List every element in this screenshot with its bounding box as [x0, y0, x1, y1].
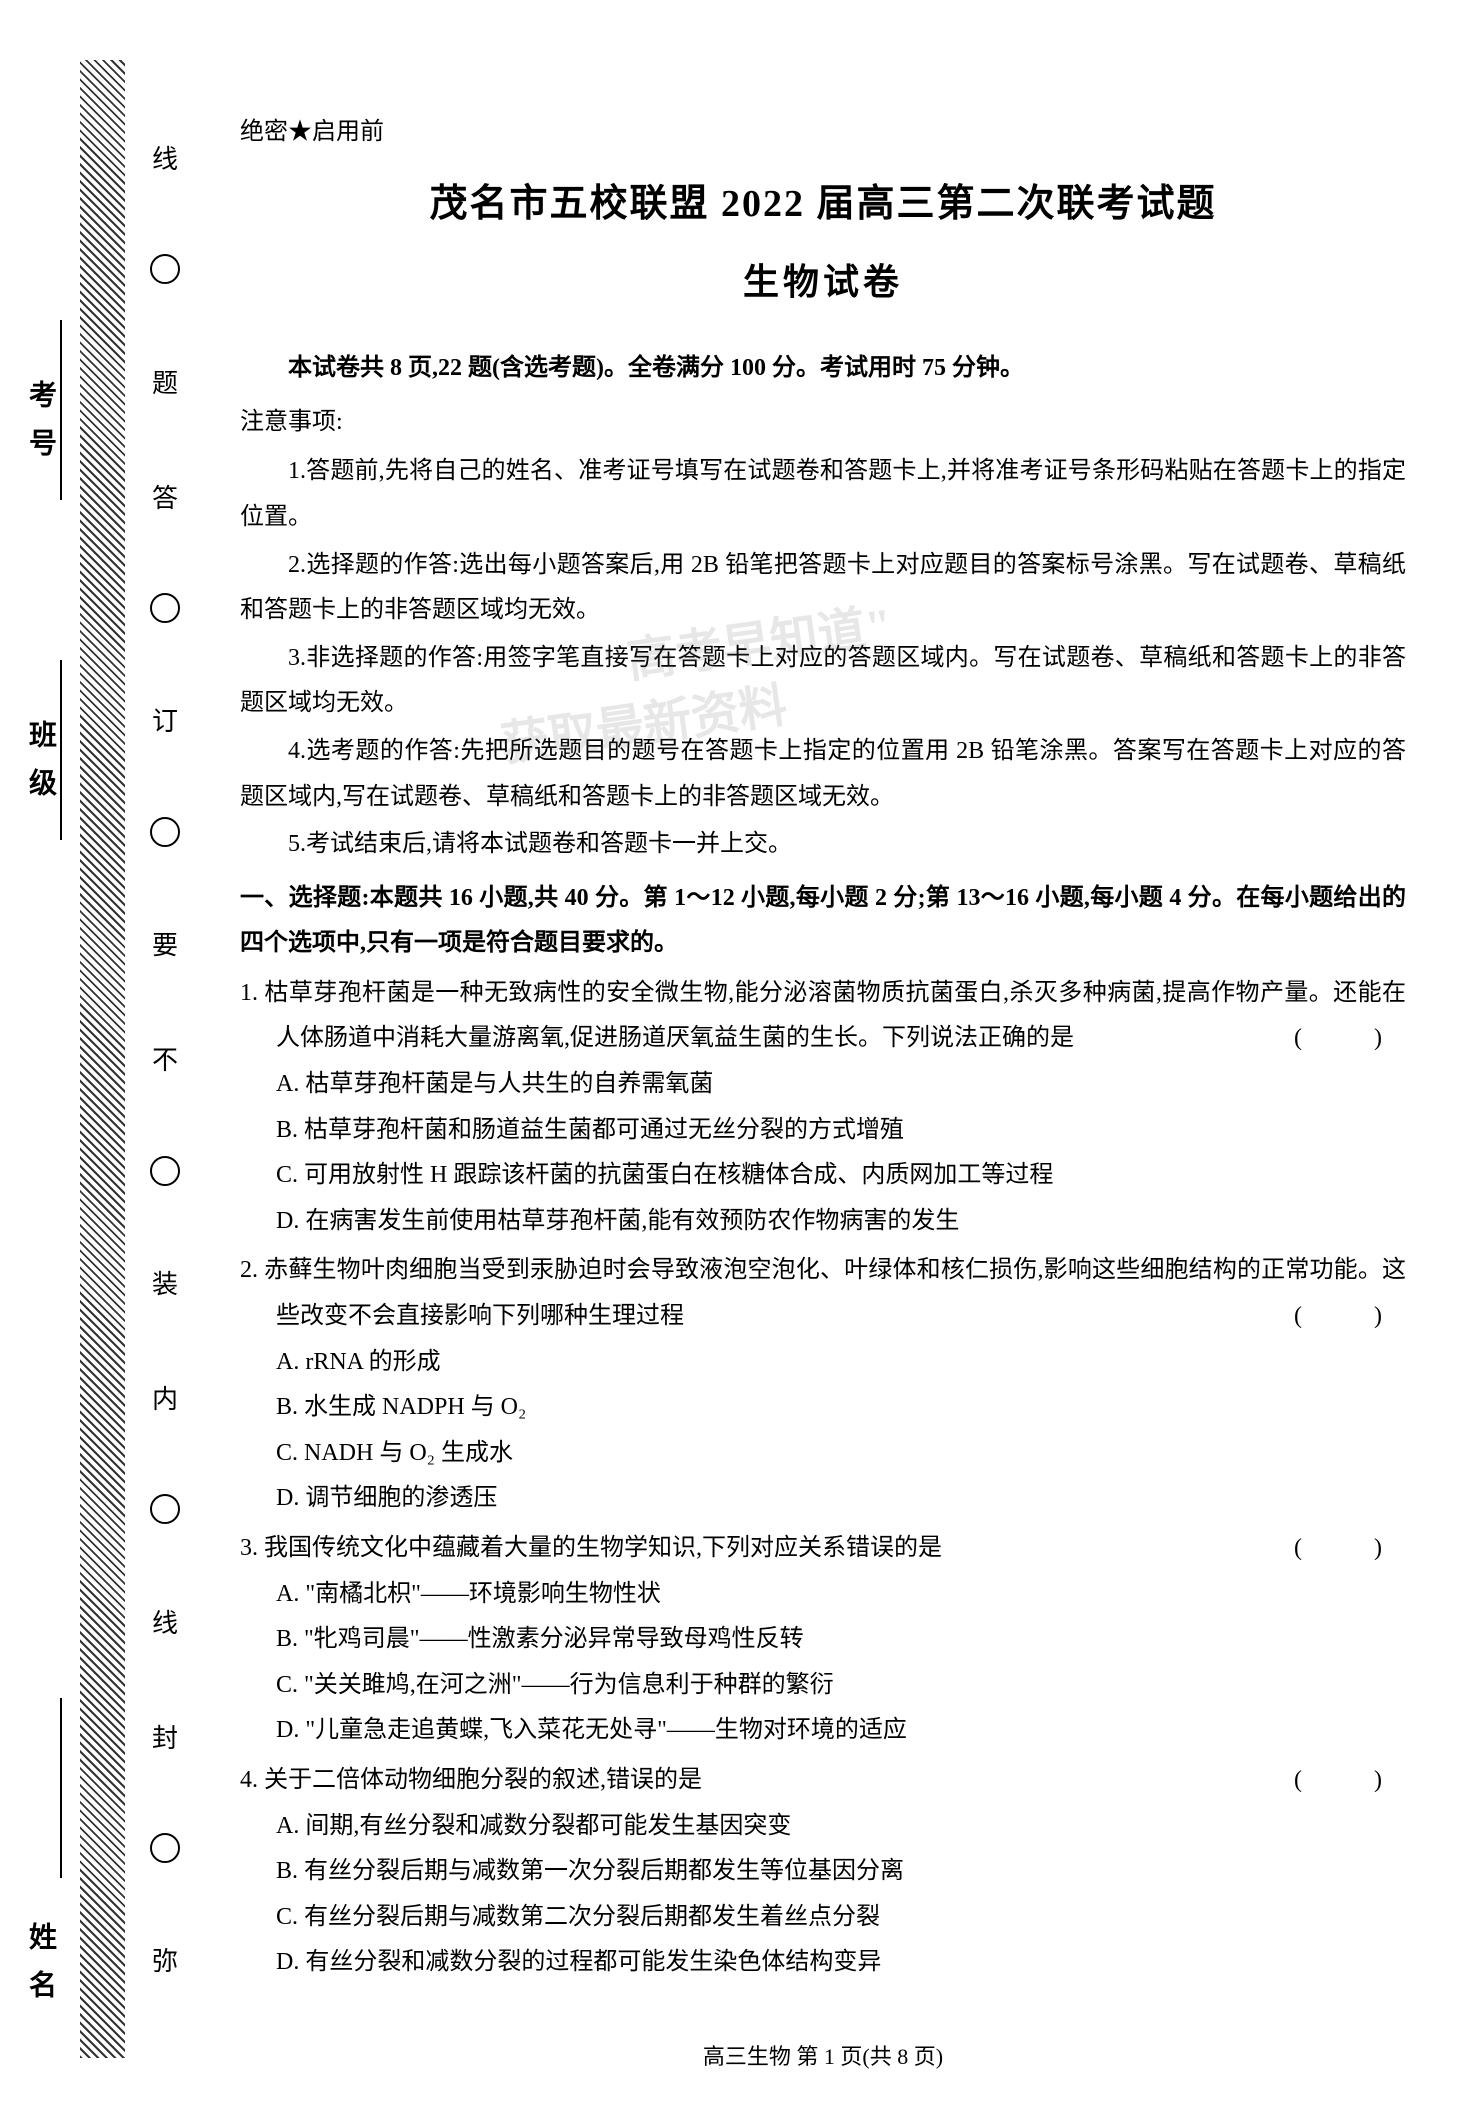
exam-info: 本试卷共 8 页,22 题(含选考题)。全卷满分 100 分。考试用时 75 分… — [240, 346, 1406, 392]
option: D. 调节细胞的渗透压 — [240, 1476, 1406, 1522]
answer-paren: ( ) — [1330, 1526, 1406, 1572]
seal-char: 线 — [152, 139, 178, 176]
notice-item: 5.考试结束后,请将本试题卷和答题卡一并上交。 — [240, 822, 1406, 868]
question-text: 2. 赤藓生物叶肉细胞当受到汞胁迫时会导致液泡空泡化、叶绿体和核仁损伤,影响这些… — [240, 1248, 1406, 1339]
circle-icon — [150, 254, 180, 284]
option: C. NADH 与 O₂ 生成水 — [240, 1431, 1406, 1477]
seal-char: 线 — [152, 1603, 178, 1640]
question-2: 2. 赤藓生物叶肉细胞当受到汞胁迫时会导致液泡空泡化、叶绿体和核仁损伤,影响这些… — [240, 1248, 1406, 1522]
name-label: 姓名 — [20, 1922, 60, 2018]
answer-paren: ( ) — [1330, 1294, 1406, 1340]
option: A. 间期,有丝分裂和减数分裂都可能发生基因突变 — [240, 1804, 1406, 1850]
circle-icon — [150, 1494, 180, 1524]
option: A. 枯草芽孢杆菌是与人共生的自养需氧菌 — [240, 1062, 1406, 1108]
exam-subtitle: 生物试卷 — [240, 248, 1406, 316]
option: C. 可用放射性 H 跟踪该杆菌的抗菌蛋白在核糖体合成、内质网加工等过程 — [240, 1153, 1406, 1199]
seal-char: 题 — [152, 363, 178, 400]
seal-char: 封 — [152, 1718, 178, 1755]
seal-line-text: 线 题 答 订 要 不 装 内 线 封 弥 — [145, 100, 185, 2018]
confidential-marker: 绝密★启用前 — [240, 110, 1406, 156]
option: C. "关关雎鸠,在河之洲"——行为信息利于种群的繁衍 — [240, 1663, 1406, 1709]
question-text: 4. 关于二倍体动物细胞分裂的叙述,错误的是( ) — [240, 1758, 1406, 1804]
notice-item: 3.非选择题的作答:用签字笔直接写在答题卡上对应的答题区域内。写在试题卷、草稿纸… — [240, 636, 1406, 727]
exam-title: 茂名市五校联盟 2022 届高三第二次联考试题 — [240, 168, 1406, 240]
question-1: 1. 枯草芽孢杆菌是一种无致病性的安全微生物,能分泌溶菌物质抗菌蛋白,杀灭多种病… — [240, 971, 1406, 1245]
seal-char: 不 — [152, 1040, 178, 1077]
name-underline — [60, 1698, 62, 1878]
circle-icon — [150, 1833, 180, 1863]
page-footer: 高三生物 第 1 页(共 8 页) — [240, 2036, 1406, 2078]
option: D. "儿童急走追黄蝶,飞入菜花无处寻"——生物对环境的适应 — [240, 1708, 1406, 1754]
notice-header: 注意事项: — [240, 400, 1406, 446]
option: D. 在病害发生前使用枯草芽孢杆菌,能有效预防农作物病害的发生 — [240, 1199, 1406, 1245]
seal-char: 要 — [152, 925, 178, 962]
exam-number-label: 考号 — [20, 380, 60, 476]
content-area: "高考早知道" 获取最新资料 绝密★启用前 茂名市五校联盟 2022 届高三第二… — [200, 0, 1476, 2118]
seal-char: 答 — [152, 478, 178, 515]
seal-char: 订 — [152, 701, 178, 738]
exam-underline — [60, 320, 62, 500]
circle-icon — [150, 1156, 180, 1186]
section-header: 一、选择题:本题共 16 小题,共 40 分。第 1～12 小题,每小题 2 分… — [240, 876, 1406, 967]
class-underline — [60, 660, 62, 840]
option: B. 有丝分裂后期与减数第一次分裂后期都发生等位基因分离 — [240, 1849, 1406, 1895]
question-text: 3. 我国传统文化中蕴藏着大量的生物学知识,下列对应关系错误的是( ) — [240, 1526, 1406, 1572]
option: B. 枯草芽孢杆菌和肠道益生菌都可通过无丝分裂的方式增殖 — [240, 1108, 1406, 1154]
question-text: 1. 枯草芽孢杆菌是一种无致病性的安全微生物,能分泌溶菌物质抗菌蛋白,杀灭多种病… — [240, 971, 1406, 1062]
hatched-pattern — [80, 60, 125, 2058]
question-3: 3. 我国传统文化中蕴藏着大量的生物学知识,下列对应关系错误的是( ) A. "… — [240, 1526, 1406, 1754]
circle-icon — [150, 593, 180, 623]
seal-char: 内 — [152, 1379, 178, 1416]
question-4: 4. 关于二倍体动物细胞分裂的叙述,错误的是( ) A. 间期,有丝分裂和减数分… — [240, 1758, 1406, 1986]
option: B. 水生成 NADPH 与 O₂ — [240, 1385, 1406, 1431]
class-label: 班级 — [20, 720, 60, 816]
seal-char: 装 — [152, 1264, 178, 1301]
answer-paren: ( ) — [1330, 1016, 1406, 1062]
answer-paren: ( ) — [1330, 1758, 1406, 1804]
notice-item: 4.选考题的作答:先把所选题目的题号在答题卡上指定的位置用 2B 铅笔涂黑。答案… — [240, 729, 1406, 820]
circle-icon — [150, 817, 180, 847]
option: C. 有丝分裂后期与减数第二次分裂后期都发生着丝点分裂 — [240, 1895, 1406, 1941]
binding-margin: 考号 班级 姓名 线 题 答 订 要 不 装 内 线 封 弥 — [0, 0, 200, 2118]
option: D. 有丝分裂和减数分裂的过程都可能发生染色体结构变异 — [240, 1940, 1406, 1986]
option: B. "牝鸡司晨"——性激素分泌异常导致母鸡性反转 — [240, 1617, 1406, 1663]
notice-item: 2.选择题的作答:选出每小题答案后,用 2B 铅笔把答题卡上对应题目的答案标号涂… — [240, 543, 1406, 634]
option: A. "南橘北枳"——环境影响生物性状 — [240, 1572, 1406, 1618]
option: A. rRNA 的形成 — [240, 1340, 1406, 1386]
seal-char: 弥 — [152, 1941, 178, 1978]
notice-item: 1.答题前,先将自己的姓名、准考证号填写在试题卷和答题卡上,并将准考证号条形码粘… — [240, 449, 1406, 540]
